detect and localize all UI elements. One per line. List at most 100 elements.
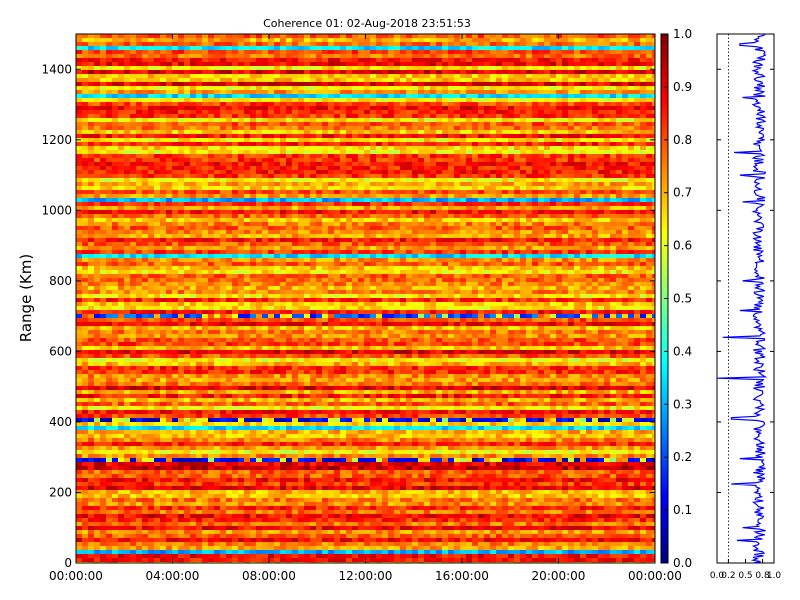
heatmap-cell [340,182,346,186]
heatmap-cell [544,186,550,190]
heatmap-cell [598,178,604,182]
heatmap-cell [466,50,472,54]
heatmap-cell [370,198,376,202]
heatmap-cell [112,86,118,90]
heatmap-cell [304,202,310,206]
heatmap-cell [202,70,208,74]
heatmap-cell [304,150,310,154]
heatmap-cell [124,42,130,46]
heatmap-cell [298,166,304,170]
heatmap-cell [412,38,418,42]
heatmap-cell [274,218,280,222]
heatmap-cell [598,230,604,234]
heatmap-cell [646,146,652,150]
heatmap-cell [214,54,220,58]
heatmap-cell [160,150,166,154]
heatmap-cell [496,210,502,214]
heatmap-cell [106,78,112,82]
heatmap-cell [448,142,454,146]
heatmap-cell [142,110,148,114]
heatmap-cell [310,134,316,138]
heatmap-cell [346,46,352,50]
heatmap-cell [394,38,400,42]
heatmap-cell [424,186,430,190]
heatmap-cell [202,198,208,202]
heatmap-cell [220,174,226,178]
heatmap-cell [184,82,190,86]
heatmap-cell [502,42,508,46]
heatmap-cell [358,170,364,174]
heatmap-cell [148,102,154,106]
heatmap-cell [556,230,562,234]
heatmap-cell [460,210,466,214]
heatmap-cell [454,218,460,222]
heatmap-cell [646,70,652,74]
heatmap-cell [388,114,394,118]
heatmap-cell [286,214,292,218]
heatmap-cell [136,166,142,170]
heatmap-cell [292,194,298,198]
heatmap-cell [154,146,160,150]
heatmap-cell [148,134,154,138]
heatmap-cell [640,174,646,178]
heatmap-cell [610,190,616,194]
heatmap-cell [328,38,334,42]
heatmap-cell [562,78,568,82]
heatmap-cell [634,54,640,58]
heatmap-cell [208,62,214,66]
heatmap-cell [586,202,592,206]
heatmap-cell [544,178,550,182]
heatmap-cell [514,226,520,230]
heatmap-cell [466,234,472,238]
heatmap-cell [646,178,652,182]
heatmap-cell [136,154,142,158]
heatmap-cell [172,154,178,158]
heatmap-cell [652,90,655,94]
heatmap-cell [130,50,136,54]
heatmap-cell [244,118,250,122]
heatmap-cell [340,70,346,74]
heatmap-cell [640,150,646,154]
heatmap-cell [220,74,226,78]
heatmap-cell [268,58,274,62]
heatmap-cell [334,138,340,142]
heatmap-cell [328,126,334,130]
heatmap-cell [196,154,202,158]
heatmap-cell [262,58,268,62]
heatmap-cell [304,50,310,54]
heatmap-cell [106,98,112,102]
heatmap-cell [526,198,532,202]
heatmap-cell [562,110,568,114]
heatmap-cell [148,130,154,134]
heatmap-cell [100,110,106,114]
heatmap-cell [562,86,568,90]
heatmap-cell [478,210,484,214]
heatmap-cell [238,230,244,234]
heatmap-cell [628,82,634,86]
heatmap-cell [418,142,424,146]
heatmap-cell [562,206,568,210]
heatmap-row [76,54,655,58]
heatmap-cell [76,50,82,54]
heatmap-cell [262,118,268,122]
heatmap-cell [508,34,514,38]
heatmap-cell [484,82,490,86]
heatmap-cell [550,54,556,58]
heatmap-cell [538,90,544,94]
heatmap-cell [568,226,574,230]
heatmap-cell [352,162,358,166]
heatmap-cell [364,174,370,178]
heatmap-cell [220,210,226,214]
heatmap-cell [76,190,82,194]
heatmap-cell [328,214,334,218]
heatmap-cell [310,82,316,86]
heatmap-cell [316,166,322,170]
heatmap-cell [634,178,640,182]
heatmap-cell [88,194,94,198]
heatmap-cell [178,54,184,58]
heatmap-cell [340,58,346,62]
heatmap-cell [574,90,580,94]
heatmap-cell [286,126,292,130]
heatmap-cell [418,170,424,174]
heatmap-cell [418,90,424,94]
